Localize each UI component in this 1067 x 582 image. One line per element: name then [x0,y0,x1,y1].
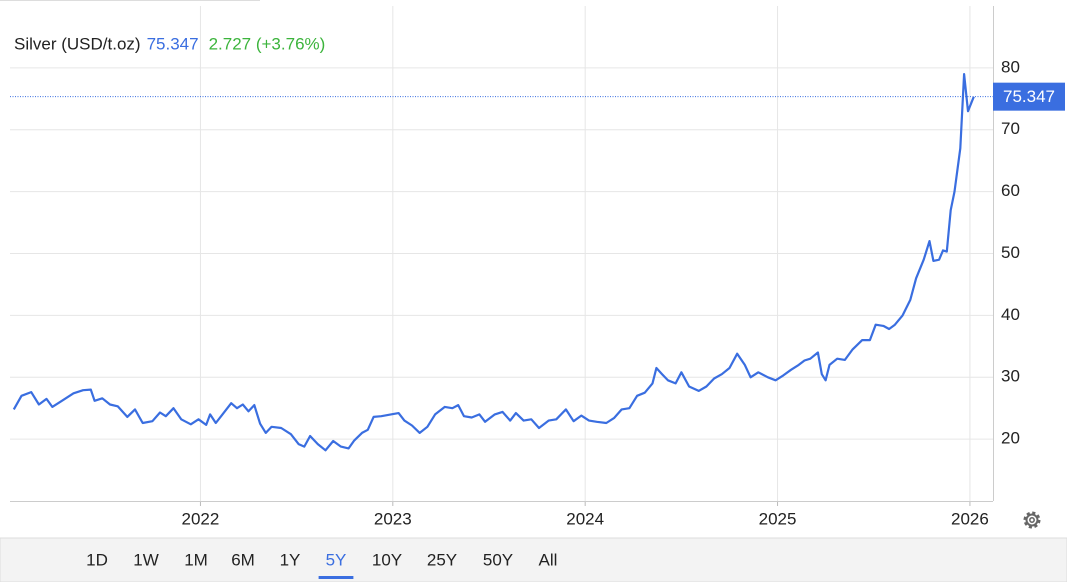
range-button[interactable]: 50Y [483,550,513,569]
range-button-label: 25Y [427,550,457,569]
range-button-label: 10Y [372,550,402,569]
gear-teeth [1023,511,1041,529]
y-tick-label: 80 [1001,57,1020,76]
y-tick-label: 60 [1001,181,1020,200]
y-tick-label: 70 [1001,119,1020,138]
x-tick-label: 2022 [182,509,220,528]
range-button[interactable]: 6M [231,550,255,569]
range-button-label: All [539,550,558,569]
range-button-label: 1Y [280,550,301,569]
range-button[interactable]: 1Y [280,550,301,569]
range-button-label: 5Y [326,550,347,569]
range-button-label: 1D [86,550,108,569]
y-tick-label: 40 [1001,305,1020,324]
range-button[interactable]: 1D [86,550,108,569]
header: Silver (USD/t.oz) 75.347 2.727 (+3.76%) [14,34,325,53]
x-tick-label: 2026 [951,509,989,528]
range-button[interactable]: All [539,550,558,569]
y-tick-label: 50 [1001,243,1020,262]
current-price-label: 75.347 [1003,87,1055,106]
x-tick-label: 2023 [374,509,412,528]
gear-body [1025,513,1039,527]
price: 75.347 [147,34,199,53]
range-button[interactable]: 1M [184,550,208,569]
price-line [12,73,975,452]
y-tick-label: 30 [1001,367,1020,386]
settings-icon[interactable] [1023,511,1041,529]
active-range-underline [318,576,354,579]
range-button-label: 1M [184,550,208,569]
range-button-label: 50Y [483,550,513,569]
range-bar [0,537,1067,582]
x-tick-label: 2024 [566,509,604,528]
x-tick-label: 2025 [759,509,797,528]
change: 2.727 (+3.76%) [209,34,326,53]
current-price-badge [993,82,1065,111]
chart-title: Silver (USD/t.oz) [14,34,141,53]
range-button[interactable]: 10Y [372,550,402,569]
range-button[interactable]: 1W [133,550,159,569]
range-button[interactable]: 25Y [427,550,457,569]
y-tick-label: 20 [1001,429,1020,448]
range-button-label: 1W [133,550,159,569]
gear-hole [1029,517,1035,523]
range-button[interactable]: 5Y [318,550,354,579]
range-button-label: 6M [231,550,255,569]
